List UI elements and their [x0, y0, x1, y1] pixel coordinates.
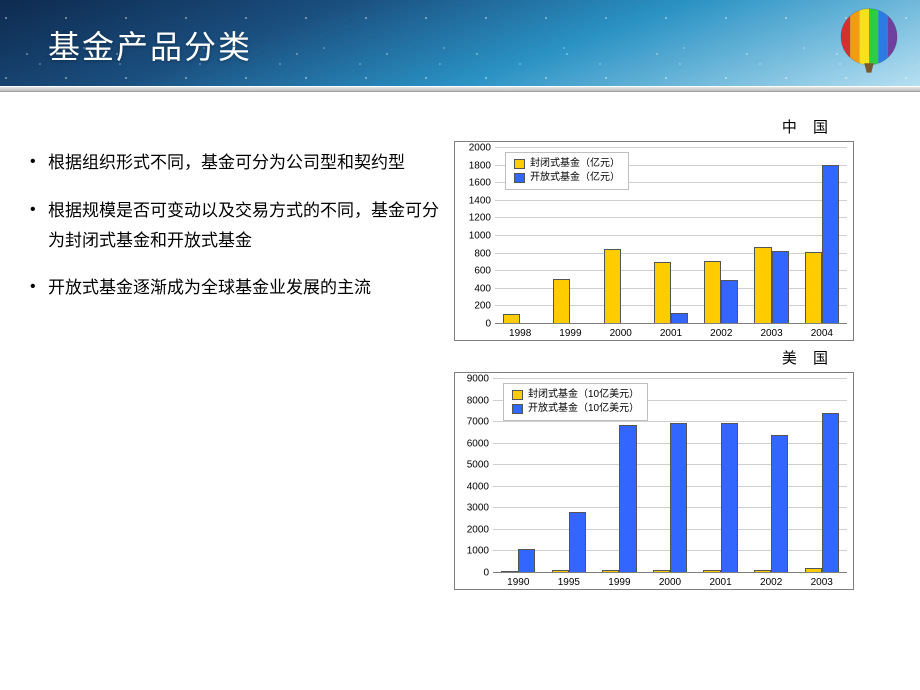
x-tick-label: 2000	[659, 577, 681, 588]
list-item: 开放式基金逐渐成为全球基金业发展的主流	[20, 273, 450, 303]
y-tick-label: 5000	[467, 460, 489, 471]
chart-plot: 0 1000 2000 3000 4000 5000 6000 7000 8000 9000 199…	[454, 372, 854, 590]
y-tick-label: 4000	[467, 481, 489, 492]
y-tick-label: 1800	[469, 160, 491, 171]
x-tick-label: 2000	[610, 328, 632, 339]
legend-swatch	[512, 404, 523, 414]
x-tick-label: 2002	[710, 328, 732, 339]
y-tick-label: 1200	[469, 213, 491, 224]
legend-swatch	[514, 173, 525, 183]
bar	[604, 249, 621, 324]
y-tick-label: 0	[485, 319, 491, 330]
y-tick-label: 6000	[467, 438, 489, 449]
y-tick-label: 800	[474, 248, 491, 259]
x-tick-label: 1999	[559, 328, 581, 339]
content-area: 根据组织形式不同，基金可分为公司型和契约型 根据规模是否可变动以及交易方式的不同…	[0, 92, 920, 596]
header-banner: 基金产品分类	[0, 0, 920, 86]
chart-usa: 美 国 0 1000 2000 3000 4000 5000 6000 7000 8000 900…	[454, 347, 894, 590]
bar	[805, 252, 822, 324]
y-tick-label: 1600	[469, 178, 491, 189]
x-tick-label: 1999	[608, 577, 630, 588]
chart-plot: 0 200 400 600 800 1000 1200 1400 1600 1800 2000 199…	[454, 141, 854, 341]
x-tick-label: 2002	[760, 577, 782, 588]
y-tick-label: 400	[474, 283, 491, 294]
bar	[654, 262, 671, 324]
x-tick-label: 2003	[811, 577, 833, 588]
bar	[771, 435, 788, 573]
bar	[704, 261, 721, 324]
legend-label: 封闭式基金（亿元）	[530, 157, 620, 171]
bar	[822, 413, 839, 573]
bullet-list: 根据组织形式不同，基金可分为公司型和契约型 根据规模是否可变动以及交易方式的不同…	[20, 116, 450, 596]
chart-title: 美 国	[454, 347, 894, 368]
bar	[553, 279, 570, 324]
y-tick-label: 9000	[467, 374, 489, 385]
x-tick-label: 1995	[558, 577, 580, 588]
y-tick-label: 7000	[467, 417, 489, 428]
bar	[721, 280, 738, 324]
bar	[772, 251, 789, 324]
x-tick-label: 1998	[509, 328, 531, 339]
y-tick-label: 3000	[467, 503, 489, 514]
list-item: 根据规模是否可变动以及交易方式的不同，基金可分为封闭式基金和开放式基金	[20, 196, 450, 256]
y-tick-label: 200	[474, 301, 491, 312]
chart-china: 中 国 0 200 400 600 800 1000 1200 1400 1600 1800 200…	[454, 116, 894, 341]
y-tick-label: 2000	[467, 524, 489, 535]
bar	[822, 165, 839, 324]
x-tick-label: 2003	[760, 328, 782, 339]
x-tick-label: 1990	[507, 577, 529, 588]
y-tick-label: 8000	[467, 395, 489, 406]
balloon-icon	[830, 4, 908, 82]
x-tick-label: 2004	[811, 328, 833, 339]
charts-column: 中 国 0 200 400 600 800 1000 1200 1400 1600 1800 200…	[454, 116, 894, 596]
y-tick-label: 600	[474, 266, 491, 277]
bar	[670, 423, 687, 573]
bar	[619, 425, 636, 573]
legend: 封闭式基金（亿元）开放式基金（亿元）	[505, 152, 629, 190]
bar	[518, 549, 535, 573]
legend-label: 封闭式基金（10亿美元）	[528, 388, 639, 402]
y-tick-label: 1400	[469, 195, 491, 206]
y-tick-label: 1000	[469, 231, 491, 242]
legend-swatch	[514, 159, 525, 169]
y-tick-label: 0	[483, 568, 489, 579]
list-item: 根据组织形式不同，基金可分为公司型和契约型	[20, 148, 450, 178]
legend-swatch	[512, 390, 523, 400]
bar	[754, 247, 771, 324]
bar	[721, 423, 738, 573]
legend-label: 开放式基金（10亿美元）	[528, 402, 639, 416]
page-title: 基金产品分类	[48, 22, 252, 68]
bar	[569, 512, 586, 573]
x-tick-label: 2001	[660, 328, 682, 339]
legend-label: 开放式基金（亿元）	[530, 171, 620, 185]
chart-title: 中 国	[454, 116, 894, 137]
y-tick-label: 1000	[467, 546, 489, 557]
x-tick-label: 2001	[709, 577, 731, 588]
legend: 封闭式基金（10亿美元）开放式基金（10亿美元）	[503, 383, 648, 421]
y-tick-label: 2000	[469, 143, 491, 154]
